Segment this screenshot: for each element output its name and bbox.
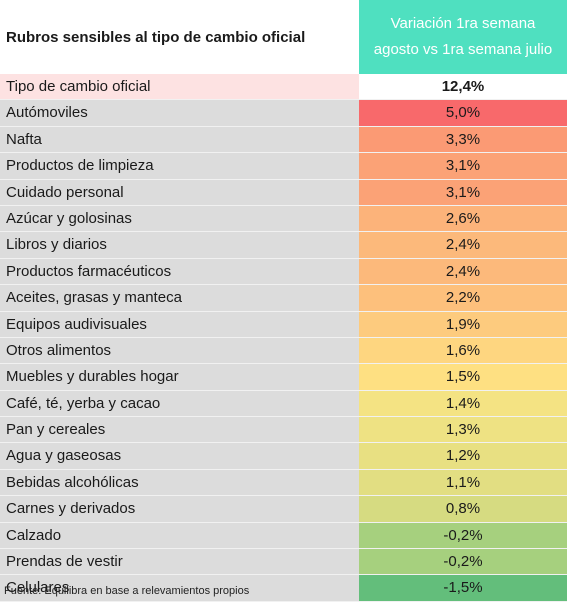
table-row: Prendas de vestir -0,2% <box>0 549 567 576</box>
row-label: Agua y gaseosas <box>0 443 359 469</box>
source-note: Fuente: Equilibra en base a relevamiento… <box>4 585 250 597</box>
row-label: Café, té, yerba y cacao <box>0 390 359 417</box>
row-value: 3,1% <box>359 153 567 179</box>
row-label: Celulares <box>0 575 359 601</box>
table-row: Nafta 3,3% <box>0 126 567 154</box>
row-value: 3,3% <box>359 126 567 153</box>
row-value: 1,1% <box>359 469 567 496</box>
row-value: 12,4% <box>359 74 567 100</box>
row-value: 0,8% <box>359 496 567 522</box>
row-value: 2,4% <box>359 232 567 258</box>
row-label: Productos farmacéuticos <box>0 258 359 285</box>
row-label: Cuidado personal <box>0 179 359 205</box>
table-row: Aceites, grasas y manteca 2,2% <box>0 285 567 312</box>
row-value: 1,3% <box>359 417 567 443</box>
table-row: Celulares -1,5% <box>0 575 567 602</box>
row-label: Aceites, grasas y manteca <box>0 285 359 311</box>
row-value: 1,6% <box>359 337 567 364</box>
row-value: 1,2% <box>359 443 567 469</box>
row-value: 1,9% <box>359 311 567 337</box>
row-value: 2,2% <box>359 285 567 311</box>
table-row: Agua y gaseosas 1,2% <box>0 443 567 470</box>
row-value: 1,5% <box>359 364 567 390</box>
row-label: Bebidas alcohólicas <box>0 469 359 496</box>
table-header: Rubros sensibles al tipo de cambio ofici… <box>0 0 567 74</box>
table-row: Autómoviles 5,0% <box>0 100 567 127</box>
table-row: Carnes y derivados 0,8% <box>0 496 567 523</box>
row-value: 3,1% <box>359 179 567 205</box>
row-label: Carnes y derivados <box>0 496 359 522</box>
row-label: Pan y cereales <box>0 417 359 443</box>
table-row: Otros alimentos 1,6% <box>0 337 567 365</box>
table-row: Pan y cereales 1,3% <box>0 417 567 444</box>
row-value: 5,0% <box>359 100 567 126</box>
row-value: 2,4% <box>359 258 567 285</box>
row-label: Azúcar y golosinas <box>0 205 359 232</box>
table-title: Rubros sensibles al tipo de cambio ofici… <box>6 28 306 46</box>
table-row: Libros y diarios 2,4% <box>0 232 567 259</box>
row-label: Libros y diarios <box>0 232 359 258</box>
column-header-line-2: agosto vs 1ra semana julio <box>373 41 553 58</box>
row-value: -1,5% <box>359 575 567 601</box>
table-row: Productos de limpieza 3,1% <box>0 153 567 180</box>
table-row: Calzado -0,2% <box>0 522 567 550</box>
table-title-cell: Rubros sensibles al tipo de cambio ofici… <box>0 0 359 74</box>
variation-column-header: Variación 1ra semana agosto vs 1ra seman… <box>359 0 567 74</box>
row-label: Prendas de vestir <box>0 549 359 575</box>
table-row: Muebles y durables hogar 1,5% <box>0 364 567 391</box>
row-label: Otros alimentos <box>0 337 359 364</box>
row-label: Equipos audivisuales <box>0 311 359 337</box>
table-row: Equipos audivisuales 1,9% <box>0 311 567 338</box>
table-body: Tipo de cambio oficial 12,4% Autómoviles 5,… <box>0 74 567 602</box>
row-label: Muebles y durables hogar <box>0 364 359 390</box>
table-row: Productos farmacéuticos 2,4% <box>0 258 567 286</box>
table-row: Cuidado personal 3,1% <box>0 179 567 206</box>
table-row: Bebidas alcohólicas 1,1% <box>0 469 567 497</box>
row-label: Productos de limpieza <box>0 153 359 179</box>
column-header-line-1: Variación 1ra semana <box>390 15 536 32</box>
row-label: Calzado <box>0 522 359 549</box>
table-row: Tipo de cambio oficial 12,4% <box>0 74 567 101</box>
row-label: Nafta <box>0 126 359 153</box>
row-value: -0,2% <box>359 522 567 549</box>
row-value: 2,6% <box>359 205 567 232</box>
row-value: 1,4% <box>359 390 567 417</box>
row-label: Autómoviles <box>0 100 359 126</box>
row-value: -0,2% <box>359 549 567 575</box>
row-label: Tipo de cambio oficial <box>0 74 359 100</box>
table-row: Azúcar y golosinas 2,6% <box>0 205 567 233</box>
table-row: Café, té, yerba y cacao 1,4% <box>0 390 567 418</box>
